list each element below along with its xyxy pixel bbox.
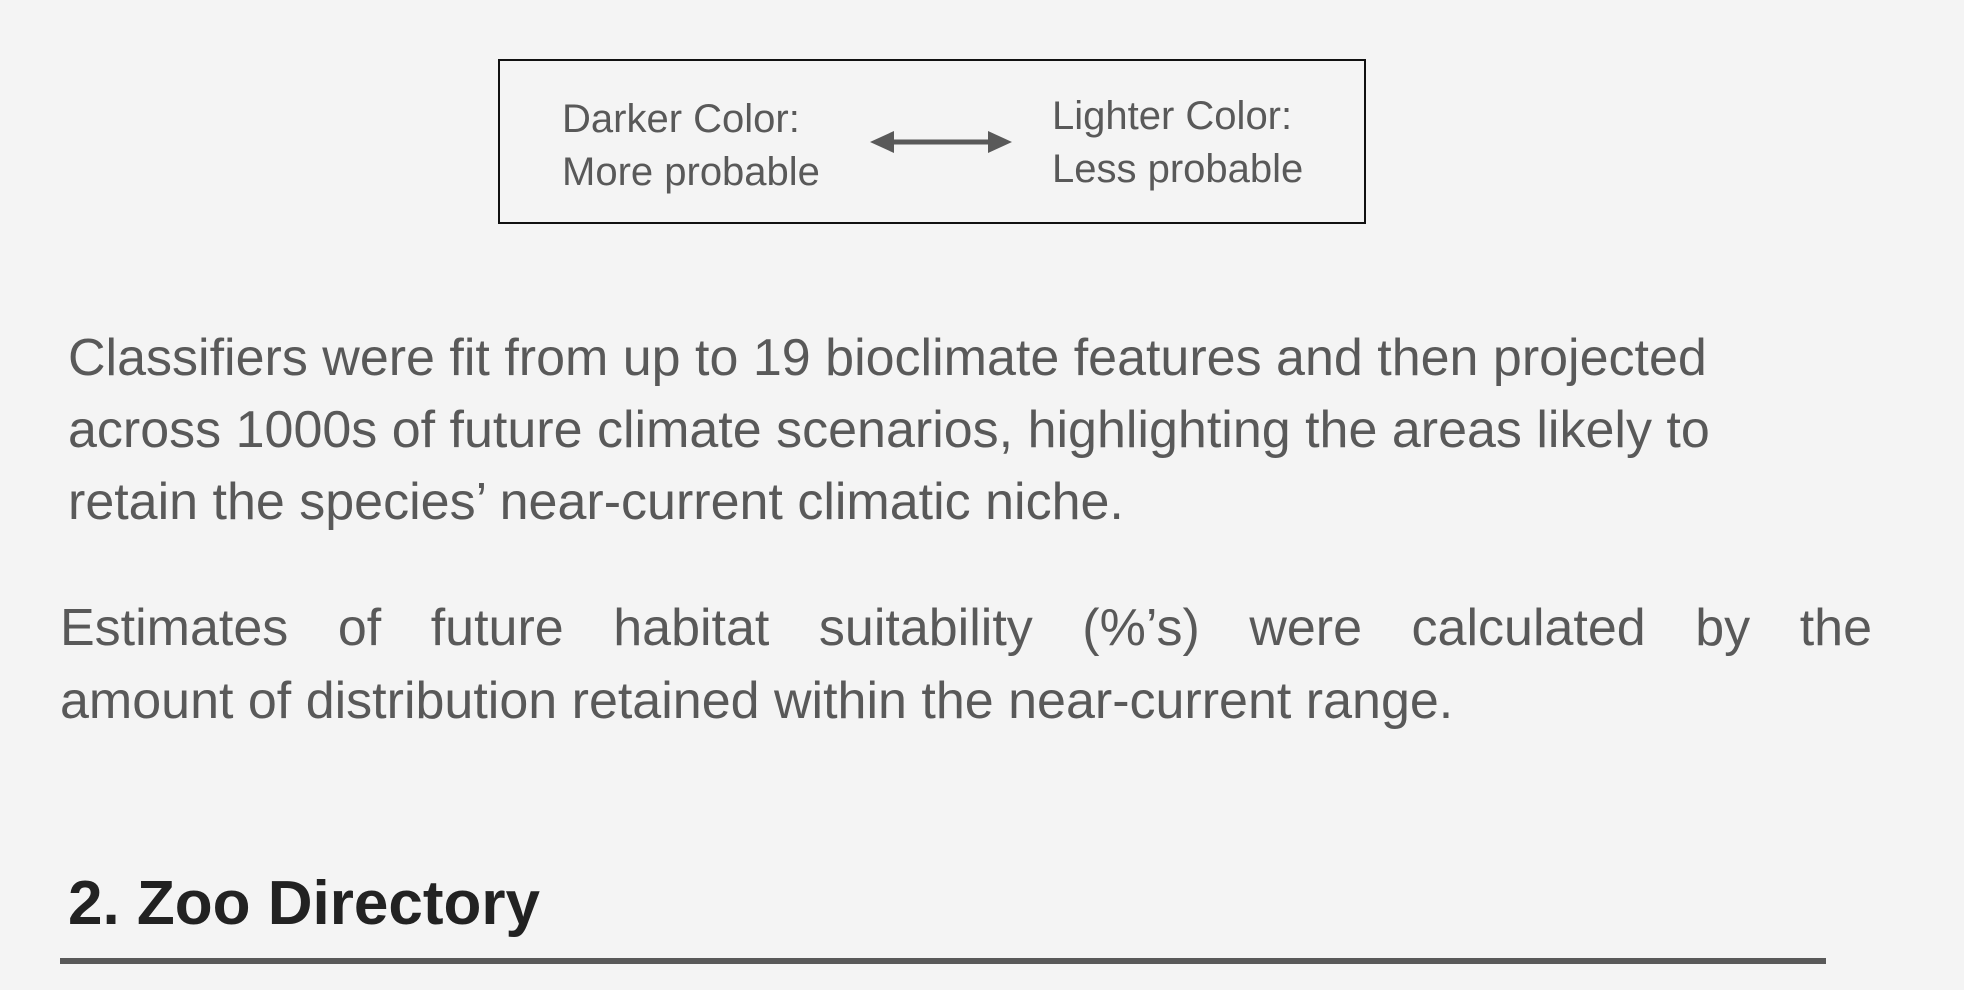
double-arrow-icon [870, 131, 1012, 153]
suitability-description-line: amount of distribution retained within t… [60, 672, 1454, 730]
classifier-description-line: retain the species’ near-current climati… [68, 473, 1124, 531]
suitability-description: Estimates of future habitat suitability … [60, 592, 1872, 738]
legend-darker-label: Darker Color: [562, 97, 800, 141]
color-legend: Darker Color: More probable Lighter Colo… [498, 59, 1366, 224]
section-heading: 2. Zoo Directory [68, 869, 540, 938]
classifier-description-line: Classifiers were fit from up to 19 biocl… [68, 329, 1707, 387]
legend-darker: Darker Color: More probable [562, 93, 820, 199]
suitability-description-line: Estimates of future habitat suitability … [60, 599, 1872, 657]
legend-lighter-meaning: Less probable [1052, 147, 1304, 191]
legend-darker-meaning: More probable [562, 150, 820, 194]
classifier-description: Classifiers were fit from up to 19 biocl… [68, 322, 1868, 538]
classifier-description-line: across 1000s of future climate scenarios… [68, 401, 1710, 459]
section-divider [60, 958, 1826, 964]
legend-lighter-label: Lighter Color: [1052, 94, 1293, 138]
legend-lighter: Lighter Color: Less probable [1052, 90, 1303, 196]
